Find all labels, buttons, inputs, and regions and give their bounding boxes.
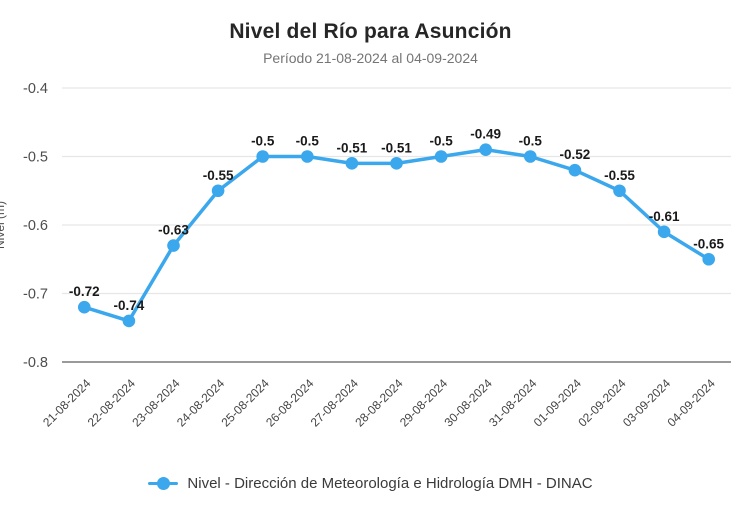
y-axis-title: Nivel (m) bbox=[0, 201, 7, 249]
data-point-marker[interactable] bbox=[702, 252, 715, 266]
y-tick-label: -0.6 bbox=[23, 218, 48, 234]
data-point-label: -0.5 bbox=[251, 134, 275, 149]
data-point-marker[interactable] bbox=[78, 300, 91, 314]
chart-header: Nivel del Río para Asunción Período 21-0… bbox=[0, 20, 741, 66]
data-point-label: -0.5 bbox=[519, 134, 543, 149]
data-point-label: -0.52 bbox=[560, 147, 591, 162]
data-point-label: -0.61 bbox=[649, 209, 680, 224]
y-tick-label: -0.7 bbox=[23, 287, 48, 303]
y-tick-label: -0.5 bbox=[23, 150, 48, 166]
chart-title: Nivel del Río para Asunción bbox=[229, 20, 512, 43]
data-point-label: -0.51 bbox=[337, 140, 368, 155]
y-tick-label: -0.8 bbox=[23, 355, 48, 371]
data-point-label: -0.63 bbox=[158, 223, 189, 238]
data-point-marker[interactable] bbox=[167, 239, 180, 252]
data-point-marker[interactable] bbox=[524, 150, 537, 163]
data-point-label: -0.5 bbox=[429, 134, 453, 149]
legend-dot bbox=[156, 477, 170, 490]
data-point-marker[interactable] bbox=[211, 184, 225, 198]
data-point-label: -0.55 bbox=[604, 168, 635, 183]
y-tick-label: -0.4 bbox=[23, 81, 48, 97]
data-point-label: -0.49 bbox=[470, 127, 501, 142]
data-point-marker[interactable] bbox=[390, 157, 403, 170]
legend-line-dot-marker bbox=[148, 477, 179, 491]
data-point-marker[interactable] bbox=[256, 150, 270, 163]
data-point-marker[interactable] bbox=[345, 157, 359, 170]
data-point-label: -0.51 bbox=[381, 140, 412, 155]
data-point-marker[interactable] bbox=[434, 150, 448, 163]
legend-item-nivel[interactable]: Nivel - Dirección de Meteorología e Hidr… bbox=[0, 475, 741, 492]
x-tick-label: 04-09-2024 bbox=[665, 376, 719, 430]
data-point-label: -0.55 bbox=[203, 168, 234, 183]
data-point-marker[interactable] bbox=[479, 143, 493, 156]
data-point-marker[interactable] bbox=[613, 184, 626, 198]
data-point-label: -0.72 bbox=[69, 284, 100, 299]
legend-label: Nivel - Dirección de Meteorología e Hidr… bbox=[187, 475, 593, 492]
data-point-marker[interactable] bbox=[568, 163, 582, 177]
data-point-label: -0.65 bbox=[693, 236, 724, 251]
data-point-label: -0.5 bbox=[296, 134, 320, 149]
data-point-label: -0.74 bbox=[114, 298, 145, 313]
chart-subtitle: Período 21-08-2024 al 04-09-2024 bbox=[263, 50, 478, 66]
data-point-marker[interactable] bbox=[301, 150, 314, 163]
data-point-marker[interactable] bbox=[122, 314, 136, 328]
data-point-marker[interactable] bbox=[657, 225, 671, 239]
